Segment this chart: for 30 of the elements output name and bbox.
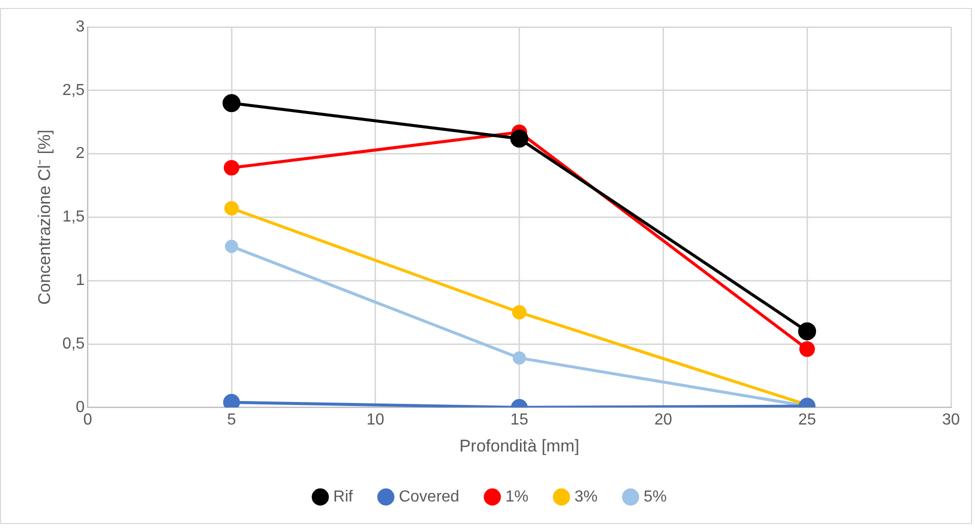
x-tick-label: 20	[654, 411, 672, 428]
point	[224, 240, 238, 253]
point	[512, 305, 527, 320]
legend-label: 1%	[505, 488, 528, 506]
point	[224, 201, 239, 216]
y-tick-label: 2	[76, 145, 85, 162]
y-axis-title: Concentrazione Cl⁻ [%]	[34, 130, 54, 305]
x-tick-label: 15	[510, 411, 528, 428]
point	[799, 341, 815, 357]
point	[224, 160, 240, 176]
point	[222, 94, 241, 112]
y-tick-label: 1,5	[62, 208, 85, 226]
x-tick-label: 10	[366, 411, 384, 428]
point	[512, 351, 526, 365]
legend-label: 5%	[644, 488, 667, 506]
point	[223, 394, 240, 408]
point	[798, 322, 816, 340]
legend-label: 3%	[574, 488, 598, 506]
y-tick-label: 3	[76, 18, 85, 36]
x-tick-label: 25	[798, 411, 816, 428]
y-tick-label: 1	[76, 272, 85, 290]
y-tick-label: 2,5	[62, 82, 85, 99]
legend-label: Rif	[333, 488, 354, 506]
y-tick-label: 0,5	[62, 335, 85, 352]
x-axis-title: Profondità [mm]	[459, 436, 580, 456]
point	[510, 130, 528, 148]
x-tick-label: 30	[942, 411, 960, 428]
x-tick-label: 5	[227, 411, 236, 428]
y-tick-label: 0	[76, 398, 85, 416]
legend-label: Covered	[398, 488, 460, 506]
